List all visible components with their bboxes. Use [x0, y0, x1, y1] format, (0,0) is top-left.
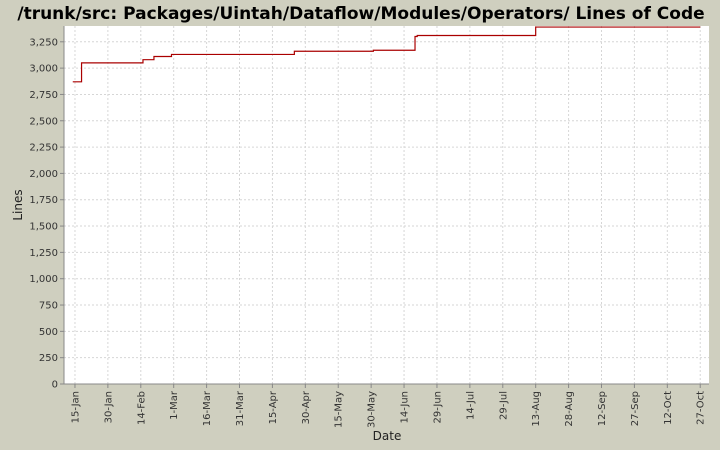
x-tick-label: 30-May: [367, 391, 378, 428]
x-tick-label: 15-Jan: [70, 391, 81, 423]
x-tick-label: 29-Jun: [432, 391, 443, 424]
y-tick-label: 1,750: [29, 195, 58, 206]
x-tick-label: 16-Mar: [202, 390, 213, 426]
series-line-0: [72, 26, 701, 83]
x-tick-label: 13-Aug: [531, 391, 542, 427]
y-tick-label: 250: [39, 353, 58, 364]
y-tick-label: 750: [39, 301, 58, 312]
x-axis: 15-Jan 30-Jan 14-Feb 1-Mar 16-Mar 31-Mar 15-Ap…: [70, 384, 707, 428]
series-layer: [72, 26, 701, 83]
x-tick-label: 30-Apr: [301, 390, 312, 424]
y-tick-label: 3,250: [29, 37, 58, 48]
y-tick-label: 1,250: [29, 248, 58, 259]
plot-area: [64, 26, 709, 384]
y-tick-label: 3,000: [29, 64, 58, 75]
x-tick-label: 31-Mar: [235, 390, 246, 426]
x-tick-label: 14-Jun: [400, 391, 411, 424]
x-tick-label: 28-Aug: [564, 391, 575, 427]
x-axis-label: Date: [373, 429, 402, 443]
y-tick-label: 2,250: [29, 143, 58, 154]
y-tick-label: 500: [39, 327, 58, 338]
x-tick-label: 1-Mar: [169, 390, 180, 420]
x-tick-label: 14-Jul: [465, 391, 476, 420]
x-tick-label: 12-Sep: [597, 391, 608, 426]
x-tick-label: 12-Oct: [663, 391, 674, 425]
y-axis-label: Lines: [11, 189, 25, 220]
x-tick-label: 15-May: [334, 391, 345, 428]
y-tick-label: 1,500: [29, 222, 58, 233]
x-tick-label: 14-Feb: [136, 391, 147, 425]
y-tick-label: 2,000: [29, 169, 58, 180]
y-tick-label: 0: [52, 380, 58, 391]
x-tick-label: 27-Sep: [630, 391, 641, 426]
x-tick-label: 30-Jan: [103, 391, 114, 423]
y-tick-label: 1,000: [29, 274, 58, 285]
chart-title: /trunk/src: Packages/Uintah/Dataflow/Mod…: [17, 4, 704, 24]
y-tick-label: 2,500: [29, 116, 58, 127]
y-tick-label: 2,750: [29, 90, 58, 101]
x-tick-label: 29-Jul: [498, 391, 509, 420]
x-tick-label: 27-Oct: [696, 391, 707, 425]
x-tick-label: 15-Apr: [268, 390, 279, 424]
y-axis: 0 250 500 750 1,000 1,250 1,500 1,750 2,000 2,250…: [29, 37, 64, 391]
